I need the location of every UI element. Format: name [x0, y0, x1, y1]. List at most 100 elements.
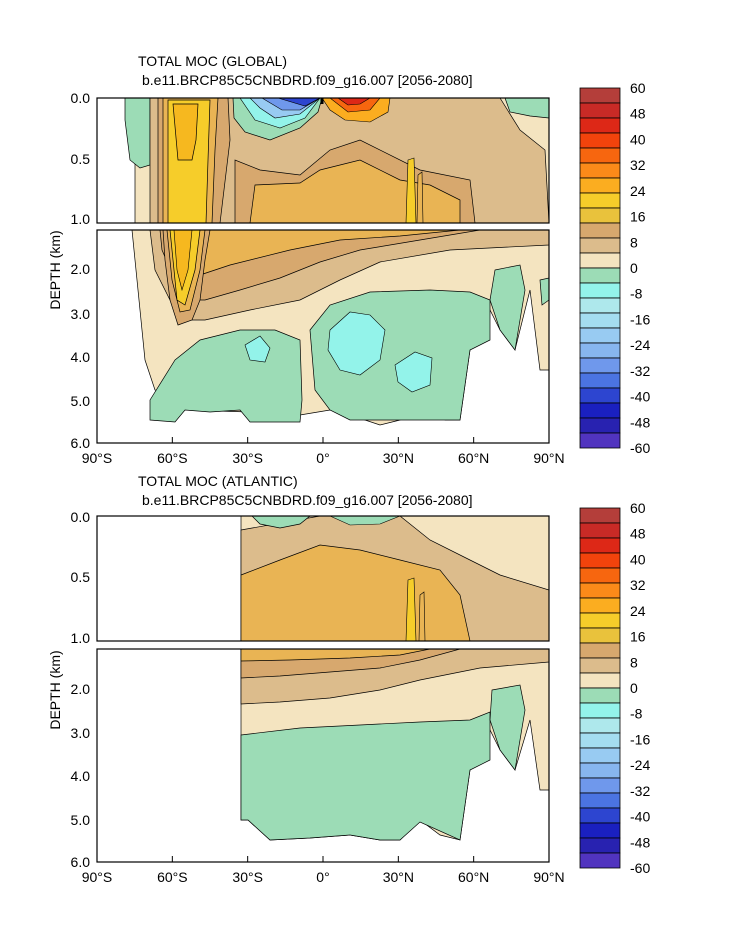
colorbar-label-1-12: -40 [630, 809, 650, 825]
global-upper-frame [96, 97, 550, 224]
colorbar-swatch-0-7 [579, 192, 621, 209]
colorbar-swatch-0-2 [579, 117, 621, 134]
colorbar-swatch-1-0 [579, 507, 621, 524]
colorbar-label-0-11: -32 [630, 363, 650, 379]
colorbar-swatch-0-0 [579, 87, 621, 104]
colorbar-swatch-1-12 [579, 687, 621, 704]
xtick-label-0-0: 90°S [82, 450, 113, 466]
colorbar-swatch-1-4 [579, 567, 621, 584]
colorbar-swatch-0-6 [579, 177, 621, 194]
colorbar-swatch-1-19 [579, 792, 621, 809]
colorbar-swatch-1-21 [579, 822, 621, 839]
colorbar-swatch-0-19 [579, 372, 621, 389]
colorbar-label-0-4: 24 [630, 183, 646, 199]
atlantic-ytick-upper-2: 1.0 [71, 630, 91, 646]
atlantic-ytick-lower-1: 3.0 [71, 725, 91, 741]
global-axes: 0.0 0.5 1.0 2.0 3.0 4.0 5.0 6.0 DEPTH (k… [47, 90, 565, 466]
colorbar-swatch-0-3 [579, 132, 621, 149]
colorbar-label-0-10: -24 [630, 337, 650, 353]
xtick-label-0-6: 90°N [533, 450, 564, 466]
colorbar-label-0-1: 48 [630, 106, 646, 122]
colorbar-label-0-3: 32 [630, 157, 646, 173]
xtick-label-1-2: 30°S [232, 869, 263, 885]
global-ytick-lower-0: 2.0 [71, 261, 91, 277]
atlantic-ytick-lower-2: 4.0 [71, 768, 91, 784]
atlantic-ytick-lower-3: 5.0 [71, 812, 91, 828]
colorbar-swatch-0-11 [579, 252, 621, 269]
colorbar-swatch-1-16 [579, 747, 621, 764]
colorbar-swatch-0-23 [579, 432, 621, 449]
panel-global: TOTAL MOC (GLOBAL) b.e11.BRCP85C5CNBDRD.… [47, 53, 565, 466]
colorbar-swatch-1-3 [579, 552, 621, 569]
global-ytick-lower-2: 4.0 [71, 349, 91, 365]
xtick-label-1-4: 30°N [383, 869, 414, 885]
colorbar-label-0-9: -16 [630, 311, 650, 327]
atlantic-ytick-upper-0: 0.0 [71, 509, 91, 525]
colorbar-swatch-0-9 [579, 222, 621, 239]
atlantic-ylabel: DEPTH (km) [47, 650, 63, 729]
colorbar-label-1-9: -16 [630, 731, 650, 747]
colorbar-label-0-14: -60 [630, 440, 650, 456]
global-ytick-lower-3: 5.0 [71, 393, 91, 409]
colorbar-label-1-4: 24 [630, 603, 646, 619]
xtick-label-0-5: 60°N [458, 450, 489, 466]
colorbar-swatch-1-18 [579, 777, 621, 794]
colorbar-swatch-0-10 [579, 237, 621, 254]
colorbar-label-0-8: -8 [630, 286, 643, 302]
colorbar-label-1-11: -32 [630, 783, 650, 799]
xtick-label-1-0: 90°S [82, 869, 113, 885]
xtick-label-1-6: 90°N [533, 869, 564, 885]
colorbar-swatch-1-2 [579, 537, 621, 554]
colorbar-swatch-0-14 [579, 297, 621, 314]
panel-global-title: TOTAL MOC (GLOBAL) [138, 53, 287, 69]
colorbar-swatch-0-22 [579, 417, 621, 434]
colorbar-swatch-0-8 [579, 207, 621, 224]
colorbar-swatch-0-13 [579, 282, 621, 299]
colorbar-swatch-1-8 [579, 627, 621, 644]
colorbar-swatch-1-6 [579, 597, 621, 614]
colorbar-swatch-1-5 [579, 582, 621, 599]
colorbar-swatch-1-23 [579, 852, 621, 869]
colorbar-swatch-0-18 [579, 357, 621, 374]
xtick-label-1-1: 60°S [157, 869, 188, 885]
colorbar-swatch-0-5 [579, 162, 621, 179]
atlantic-ytick-upper-1: 0.5 [71, 569, 91, 585]
colorbar-swatch-1-14 [579, 717, 621, 734]
xtick-label-0-1: 60°S [157, 450, 188, 466]
colorbar-swatch-0-20 [579, 387, 621, 404]
panel-global-subtitle: b.e11.BRCP85C5CNBDRD.f09_g16.007 [2056-2… [142, 72, 473, 88]
colorbar-swatch-1-1 [579, 522, 621, 539]
atlantic-ytick-lower-0: 2.0 [71, 681, 91, 697]
global-ylabel: DEPTH (km) [47, 230, 63, 309]
global-lower-field [96, 229, 550, 444]
colorbar-label-1-8: -8 [630, 706, 643, 722]
colorbar-label-1-6: 8 [630, 654, 638, 670]
colorbar-swatch-0-1 [579, 102, 621, 119]
colorbar-swatch-1-20 [579, 807, 621, 824]
global-upper-field [96, 97, 550, 224]
colorbar-label-1-3: 32 [630, 577, 646, 593]
xtick-label-0-4: 30°N [383, 450, 414, 466]
colorbar-label-1-2: 40 [630, 551, 646, 567]
colorbar-swatch-0-15 [579, 312, 621, 329]
colorbar-swatch-1-17 [579, 762, 621, 779]
colorbar-swatch-1-7 [579, 612, 621, 629]
panel-atlantic-title: TOTAL MOC (ATLANTIC) [138, 473, 298, 489]
global-ytick-upper-2: 1.0 [71, 211, 91, 227]
xtick-label-0-2: 30°S [232, 450, 263, 466]
colorbar-label-0-5: 16 [630, 209, 646, 225]
colorbar-label-0-7: 0 [630, 260, 638, 276]
colorbar-label-1-5: 16 [630, 629, 646, 645]
colorbar-label-1-13: -48 [630, 834, 650, 850]
colorbar-label-0-2: 40 [630, 131, 646, 147]
atlantic-ytick-lower-4: 6.0 [71, 854, 91, 870]
colorbar-label-1-10: -24 [630, 757, 650, 773]
atlantic-axes: 0.0 0.5 1.0 2.0 3.0 4.0 5.0 6.0 DEPTH (k… [47, 509, 565, 885]
colorbar-label-0-13: -48 [630, 414, 650, 430]
colorbar-swatch-1-22 [579, 837, 621, 854]
colorbar-swatch-1-15 [579, 732, 621, 749]
colorbar-label-0-0: 60 [630, 80, 646, 96]
colorbar-swatch-0-17 [579, 342, 621, 359]
panel-atlantic: TOTAL MOC (ATLANTIC) b.e11.BRCP85C5CNBDR… [47, 473, 565, 885]
